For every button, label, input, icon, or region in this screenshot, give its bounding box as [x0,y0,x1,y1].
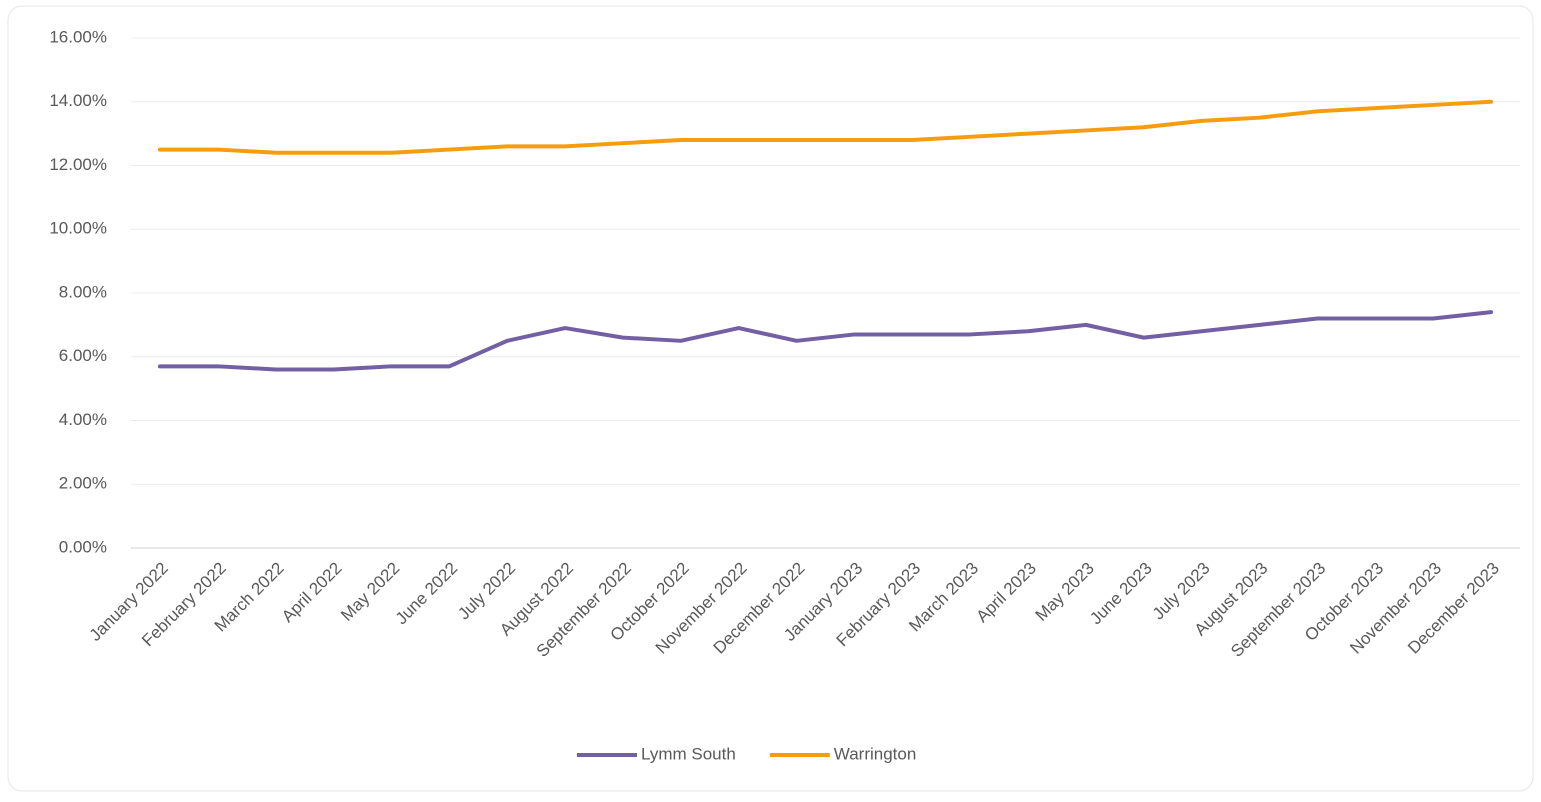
y-tick-label: 8.00% [59,282,107,301]
y-tick-label: 2.00% [59,474,107,493]
y-tick-label: 10.00% [49,219,107,238]
y-tick-label: 14.00% [49,91,107,110]
chart-border [7,5,1534,792]
y-tick-label: 0.00% [59,537,107,556]
y-tick-label: 6.00% [59,346,107,365]
y-tick-label: 16.00% [49,27,107,46]
y-tick-label: 12.00% [49,155,107,174]
line-series [157,99,1494,155]
legend-label: Lymm South [641,744,736,763]
legend-label: Warrington [834,744,917,763]
y-tick-label: 4.00% [59,410,107,429]
line-series [157,310,1494,372]
